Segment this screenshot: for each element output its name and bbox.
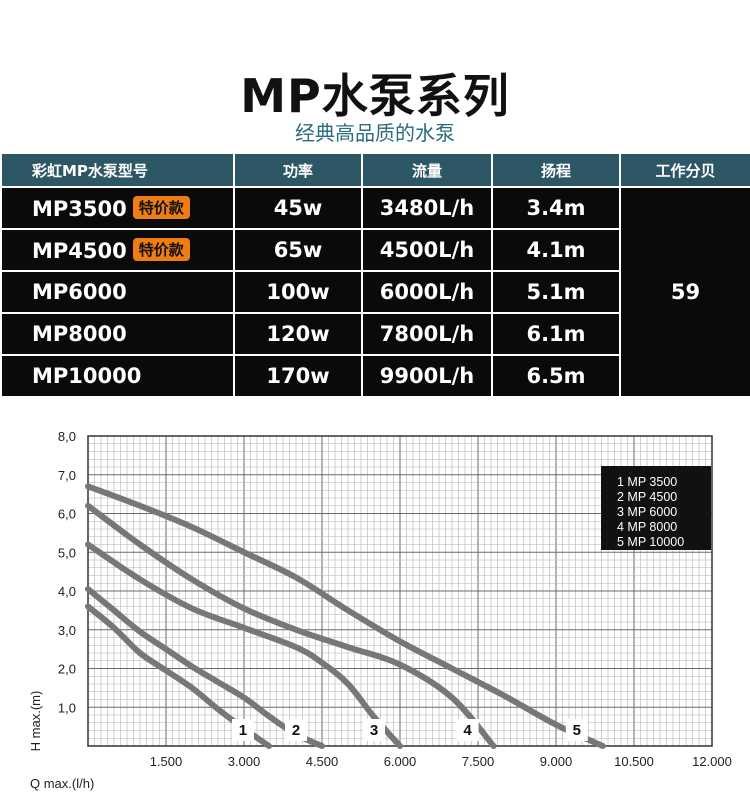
head-cell: 6.1m: [491, 312, 621, 356]
model-name: MP3500: [32, 196, 127, 221]
flow-cell: 7800L/h: [361, 312, 493, 356]
head-cell: 4.1m: [491, 228, 621, 272]
y-tick-label: 1,0: [58, 700, 76, 715]
legend-entry: 1 MP 3500: [617, 475, 677, 489]
x-tick-label: 3.000: [228, 754, 261, 769]
table-row: MP3500 特价款 45w 3480L/h 3.4m 59: [0, 186, 750, 398]
pump-curve-line: [85, 541, 403, 749]
model-cell: MP3500 特价款: [0, 186, 235, 230]
x-tick-label: 4.500: [306, 754, 339, 769]
legend-box: [601, 466, 711, 550]
power-cell: 100w: [233, 270, 363, 314]
curve-label: 5: [573, 722, 581, 739]
table-header-row: 彩虹MP水泵型号 功率 流量 扬程 工作分贝: [0, 152, 750, 188]
curve-label-box: [363, 719, 385, 741]
x-tick-label: 6.000: [384, 754, 417, 769]
power-cell: 45w: [233, 186, 363, 230]
table-row: MP4500 特价款 65w 4500L/h 4.1m: [0, 228, 750, 272]
column-header-model: 彩虹MP水泵型号: [0, 152, 235, 188]
head-cell: 6.5m: [491, 354, 621, 398]
legend-entry: 2 MP 4500: [617, 490, 677, 504]
column-header-flow: 流量: [361, 152, 493, 188]
pump-curve-line: [85, 586, 325, 749]
flow-cell: 3480L/h: [361, 186, 493, 230]
pump-curve-chart: 1.500 3.000 4.500 6.000 7.500 9.000 10.500 12.0…: [28, 429, 732, 791]
noise-cell: 59: [619, 186, 750, 398]
legend-entry: 4 MP 8000: [617, 520, 677, 534]
column-header-power: 功率: [233, 152, 363, 188]
flow-cell: 9900L/h: [361, 354, 493, 398]
power-cell: 120w: [233, 312, 363, 356]
curve-label-box: [456, 719, 479, 741]
page-subtitle: 经典高品质的水泵: [295, 121, 455, 145]
table-row: MP10000 170w 9900L/h 6.5m: [0, 354, 750, 398]
curve-label: 1: [239, 722, 247, 739]
pump-curve-line: [85, 502, 497, 749]
head-cell: 3.4m: [491, 186, 621, 230]
spec-table: 彩虹MP水泵型号 功率 流量 扬程 工作分贝 MP3500 特价款 45w 348…: [0, 152, 750, 398]
model-cell: MP10000: [0, 354, 235, 398]
y-tick-label: 2,0: [58, 662, 76, 677]
power-cell: 65w: [233, 228, 363, 272]
curve-label: 2: [292, 722, 300, 739]
curve-label: 4: [463, 722, 472, 739]
y-axis-label: H max.(m): [28, 691, 43, 752]
flow-cell: 6000L/h: [361, 270, 493, 314]
model-name: MP10000: [32, 364, 142, 388]
y-tick-label: 5,0: [58, 545, 76, 560]
curve-label-box: [565, 719, 588, 741]
sale-badge: 特价款: [132, 237, 190, 261]
flow-cell: 4500L/h: [361, 228, 493, 272]
y-tick-label: 8,0: [58, 429, 76, 444]
curve-label-box: [285, 719, 307, 741]
sale-badge: 特价款: [132, 195, 190, 219]
model-name: MP6000: [32, 280, 127, 304]
x-tick-label: 12.000: [692, 754, 732, 769]
table-row: MP8000 120w 7800L/h 6.1m: [0, 312, 750, 356]
head-cell: 5.1m: [491, 270, 621, 314]
x-tick-label: 7.500: [462, 754, 495, 769]
x-tick-label: 9.000: [540, 754, 573, 769]
x-tick-label: 10.500: [614, 754, 654, 769]
y-tick-label: 3,0: [58, 623, 76, 638]
curve-label-box: [231, 719, 254, 741]
power-cell: 170w: [233, 354, 363, 398]
model-cell: MP8000: [0, 312, 235, 356]
legend-entry: 3 MP 6000: [617, 505, 677, 519]
model-name: MP8000: [32, 322, 127, 346]
curve-label: 3: [370, 722, 378, 739]
column-header-noise: 工作分贝: [619, 152, 750, 188]
model-name: MP4500: [32, 238, 127, 263]
legend-entry: 5 MP 10000: [617, 535, 684, 549]
page-title: MP水泵系列: [240, 69, 510, 123]
y-tick-label: 6,0: [58, 507, 76, 522]
table-row: MP6000 100w 6000L/h 5.1m: [0, 270, 750, 314]
pump-curve-line: [85, 483, 606, 749]
column-header-head: 扬程: [491, 152, 621, 188]
y-tick-label: 4,0: [58, 584, 76, 599]
model-cell: MP4500 特价款: [0, 228, 235, 272]
y-tick-label: 7,0: [58, 468, 76, 483]
model-cell: MP6000: [0, 270, 235, 314]
x-axis-label: Q max.(l/h): [30, 776, 94, 791]
x-tick-label: 1.500: [150, 754, 183, 769]
